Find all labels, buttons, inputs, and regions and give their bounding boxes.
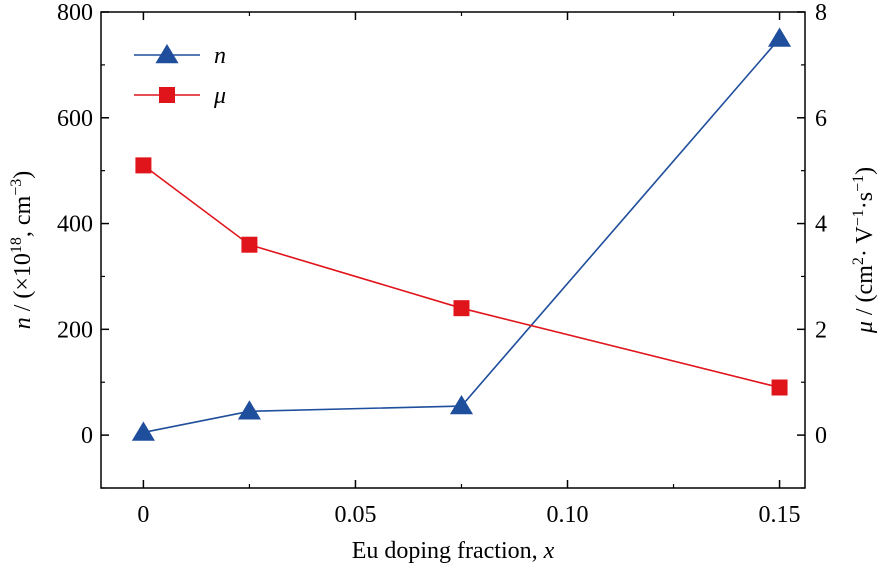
right-y-tick-label: 4 — [815, 212, 827, 238]
left-y-tick-label: 200 — [57, 317, 93, 343]
mu-data-point — [241, 236, 258, 253]
left-y-tick-label: 0 — [81, 423, 93, 449]
series-markers — [131, 27, 792, 441]
right-axis-title: μ / (cm2· V−1·s−1) — [850, 167, 878, 334]
legend: nμ — [134, 43, 226, 109]
x-tick-label: 0 — [137, 502, 149, 528]
ticks-group: 0 0.05 0.10 0.15 0 200 400 600 800 0 2 4 6 8 — [57, 0, 827, 528]
series-line-mu — [142, 164, 780, 389]
left-axis-title: n / (×1018, cm−3) — [8, 171, 36, 330]
n-data-point — [237, 400, 261, 420]
left-y-tick-label: 400 — [57, 212, 93, 238]
mu-data-point — [453, 300, 470, 317]
x-axis-title: Eu doping fraction, x — [352, 538, 555, 564]
right-y-tick-label: 8 — [815, 0, 827, 26]
n-data-point — [768, 27, 792, 47]
legend-label: μ — [213, 83, 226, 109]
right-y-tick-label: 0 — [815, 423, 827, 449]
mu-data-point — [135, 157, 152, 174]
n-data-point — [449, 395, 474, 415]
legend-marker-mu — [159, 87, 175, 103]
left-y-tick-label: 800 — [57, 0, 93, 26]
mu-data-point — [771, 379, 788, 396]
legend-label: n — [214, 43, 226, 69]
series-lines — [142, 37, 781, 434]
right-y-tick-label: 6 — [815, 106, 827, 132]
legend-marker-n — [155, 44, 179, 64]
n-data-point — [131, 421, 155, 441]
x-tick-label: 0.15 — [759, 502, 801, 528]
series-line-n — [143, 37, 781, 434]
x-tick-label: 0.10 — [547, 502, 589, 528]
x-tick-label: 0.05 — [334, 502, 376, 528]
right-y-tick-label: 2 — [815, 317, 827, 343]
plot-frame — [100, 11, 806, 489]
left-y-tick-label: 600 — [57, 106, 93, 132]
